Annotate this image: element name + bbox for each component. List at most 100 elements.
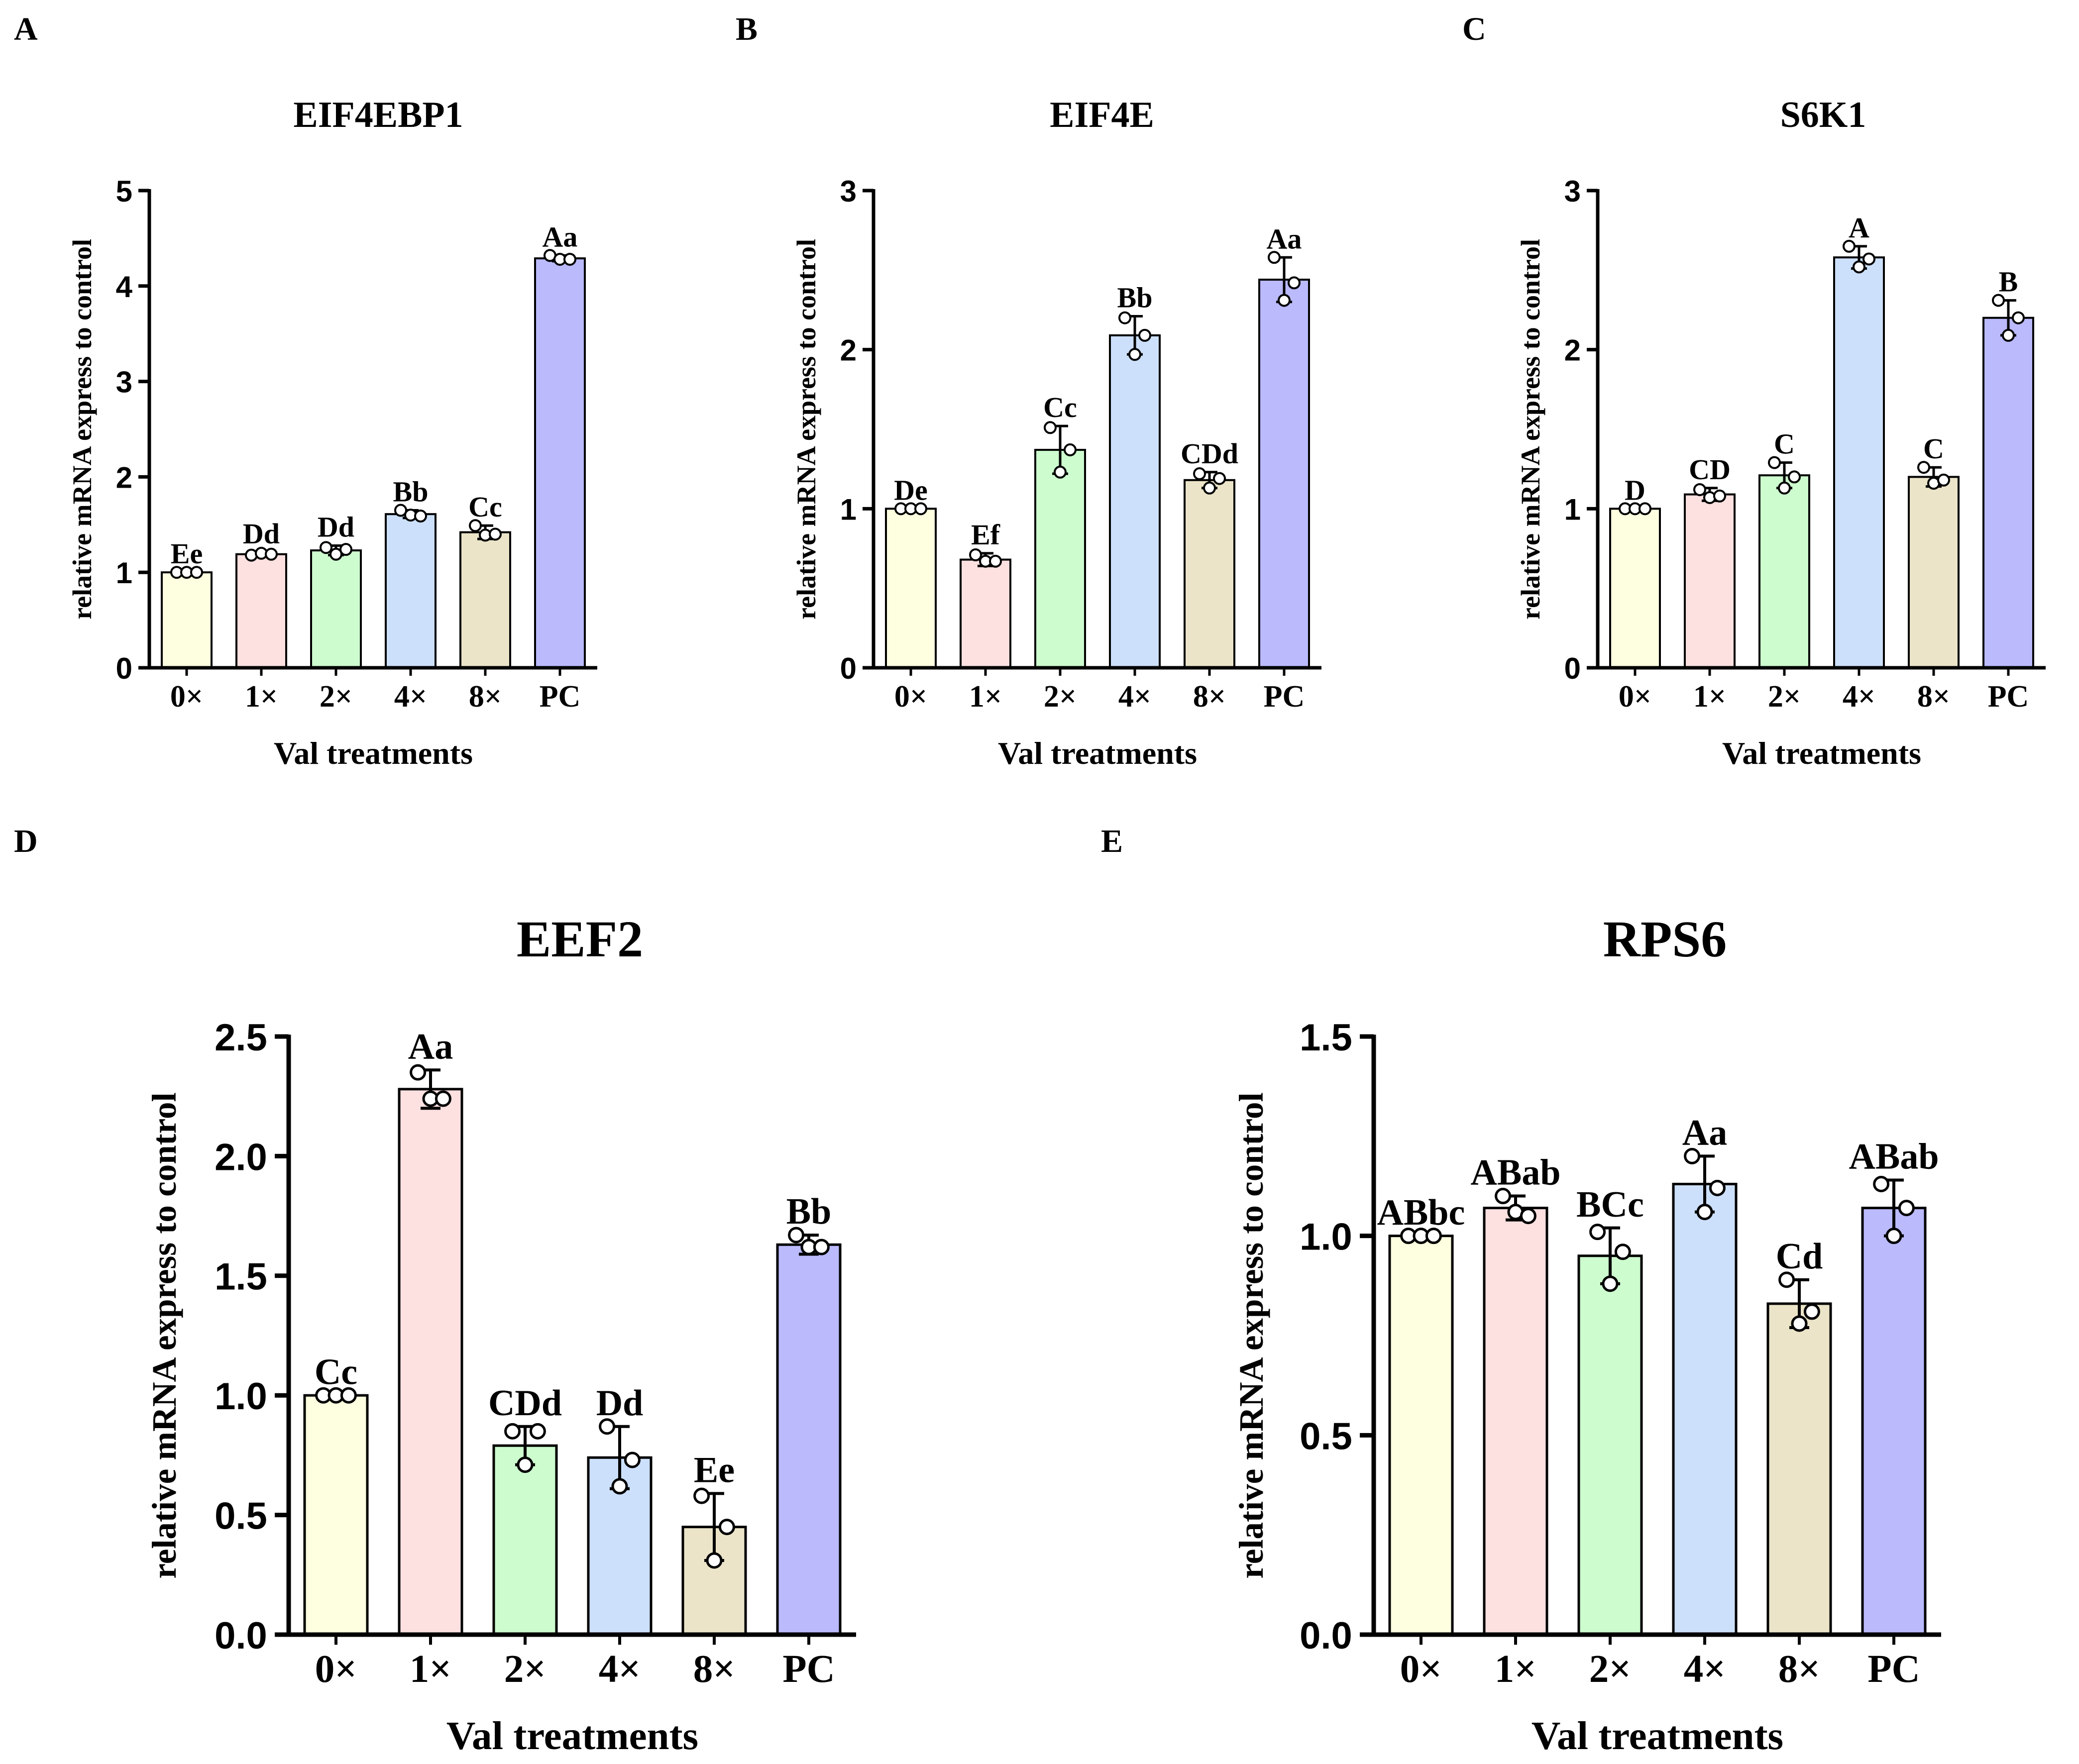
- x-tick-label: 1×: [969, 680, 1002, 714]
- significance-label: Dd: [318, 511, 354, 543]
- bar-5: [534, 257, 586, 669]
- data-point-1-2: [435, 1090, 451, 1107]
- data-point-1-0: [969, 548, 982, 562]
- y-tick-label: 0.0: [1300, 1615, 1352, 1657]
- significance-label: Aa: [408, 1026, 453, 1067]
- data-point-5-0: [1268, 251, 1281, 264]
- y-tick-label: 2: [1564, 334, 1581, 367]
- panel-label: D: [14, 823, 38, 859]
- panel-label: B: [736, 11, 758, 47]
- data-point-5-0: [788, 1227, 805, 1244]
- data-point-3-0: [599, 1418, 616, 1435]
- significance-label: CD: [1689, 453, 1731, 486]
- data-point-1-2: [265, 547, 278, 561]
- data-point-5-1: [1278, 294, 1291, 307]
- data-point-3-1: [1696, 1204, 1713, 1221]
- data-point-0-2: [190, 566, 203, 579]
- y-tick-label: 1.5: [215, 1256, 267, 1298]
- data-point-1-2: [1713, 489, 1726, 503]
- significance-label: Aa: [1267, 222, 1302, 255]
- panel-label: C: [1462, 11, 1486, 47]
- y-tick-label: 0.5: [215, 1495, 267, 1538]
- x-axis-label: Val treatments: [998, 735, 1197, 771]
- y-tick-label: 0: [840, 652, 857, 685]
- data-point-3-2: [1862, 252, 1875, 266]
- x-tick-label: PC: [1988, 680, 2029, 714]
- y-tick-label: 1: [840, 493, 857, 526]
- data-point-3-0: [1843, 239, 1856, 253]
- data-point-5-0: [1992, 294, 2005, 307]
- bar-1: [235, 553, 287, 669]
- bar-4: [1908, 476, 1960, 669]
- bar-5: [776, 1243, 842, 1636]
- significance-label: Cc: [315, 1351, 357, 1392]
- x-tick-label: 0×: [315, 1648, 357, 1691]
- significance-label: C: [1923, 432, 1944, 465]
- chart-title: S6K1: [1780, 95, 1866, 135]
- bar-4: [459, 531, 511, 669]
- data-point-2-2: [529, 1423, 546, 1440]
- x-tick-label: 8×: [1193, 680, 1226, 714]
- y-tick-label: 1.0: [215, 1375, 267, 1418]
- y-tick-label: 3: [1564, 175, 1581, 208]
- data-point-3-2: [414, 510, 427, 523]
- x-tick-label: 0×: [1619, 680, 1651, 714]
- bar-2: [1577, 1254, 1643, 1636]
- data-point-2-0: [1044, 421, 1057, 434]
- data-point-3-1: [1853, 260, 1865, 274]
- significance-label: BCc: [1576, 1184, 1644, 1225]
- chart-title: EIF4E: [1050, 95, 1154, 135]
- data-point-4-0: [1917, 461, 1930, 474]
- y-axis-label: relative mRNA express to control: [1232, 1092, 1270, 1578]
- x-tick-label: PC: [540, 680, 581, 714]
- bar-3: [1833, 256, 1885, 669]
- x-tick-label: 2×: [320, 680, 352, 714]
- data-point-1-2: [989, 554, 1002, 568]
- y-tick-label: 1: [116, 556, 132, 590]
- significance-label: C: [1774, 428, 1795, 460]
- x-tick-label: 4×: [599, 1648, 641, 1691]
- bar-1: [1483, 1207, 1548, 1636]
- x-tick-label: 4×: [1843, 680, 1875, 714]
- x-tick-label: 8×: [1917, 680, 1950, 714]
- data-point-4-0: [1193, 467, 1206, 481]
- significance-label: A: [1849, 211, 1869, 244]
- x-tick-label: 2×: [1589, 1648, 1632, 1691]
- x-axis-label: Val treatments: [1722, 735, 1921, 771]
- data-point-3-2: [1709, 1180, 1726, 1197]
- bar-2: [310, 549, 362, 669]
- bar-3: [385, 513, 437, 669]
- significance-label: Aa: [543, 220, 578, 253]
- data-point-5-2: [2012, 311, 2025, 324]
- bar-0: [1609, 508, 1661, 669]
- x-tick-label: 8×: [1778, 1648, 1821, 1691]
- significance-label: Aa: [1682, 1113, 1727, 1153]
- data-point-1-0: [1693, 483, 1706, 496]
- data-point-4-1: [1791, 1315, 1808, 1332]
- x-tick-label: 4×: [1684, 1648, 1726, 1691]
- bar-0: [161, 571, 213, 669]
- data-point-4-1: [706, 1552, 723, 1569]
- y-tick-label: 5: [116, 175, 132, 208]
- x-tick-label: 8×: [693, 1648, 736, 1691]
- y-axis-label: relative mRNA express to control: [145, 1092, 183, 1578]
- y-axis-label: relative mRNA express to control: [67, 239, 97, 620]
- chart-panel-b: B EIF4E De 0× Ef 1× Cc 2× Bb 4× CDd 8× Aa PC 0 1 2 3 Val t…: [736, 11, 1321, 771]
- x-tick-label: 0×: [170, 680, 203, 714]
- x-tick-label: PC: [782, 1648, 835, 1691]
- data-point-5-2: [1288, 276, 1301, 290]
- significance-label: D: [1625, 474, 1645, 506]
- significance-label: Cc: [468, 491, 502, 523]
- data-point-1-0: [1495, 1188, 1512, 1205]
- bar-4: [1766, 1302, 1832, 1636]
- x-tick-label: 2×: [1768, 680, 1801, 714]
- data-point-4-2: [489, 527, 502, 541]
- y-tick-label: 2: [116, 461, 132, 494]
- data-point-5-1: [1885, 1228, 1902, 1245]
- significance-label: ABab: [1471, 1152, 1561, 1193]
- data-point-2-2: [1614, 1244, 1631, 1260]
- bar-3: [1672, 1182, 1738, 1636]
- x-tick-label: 2×: [1044, 680, 1077, 714]
- data-point-2-0: [1589, 1224, 1606, 1241]
